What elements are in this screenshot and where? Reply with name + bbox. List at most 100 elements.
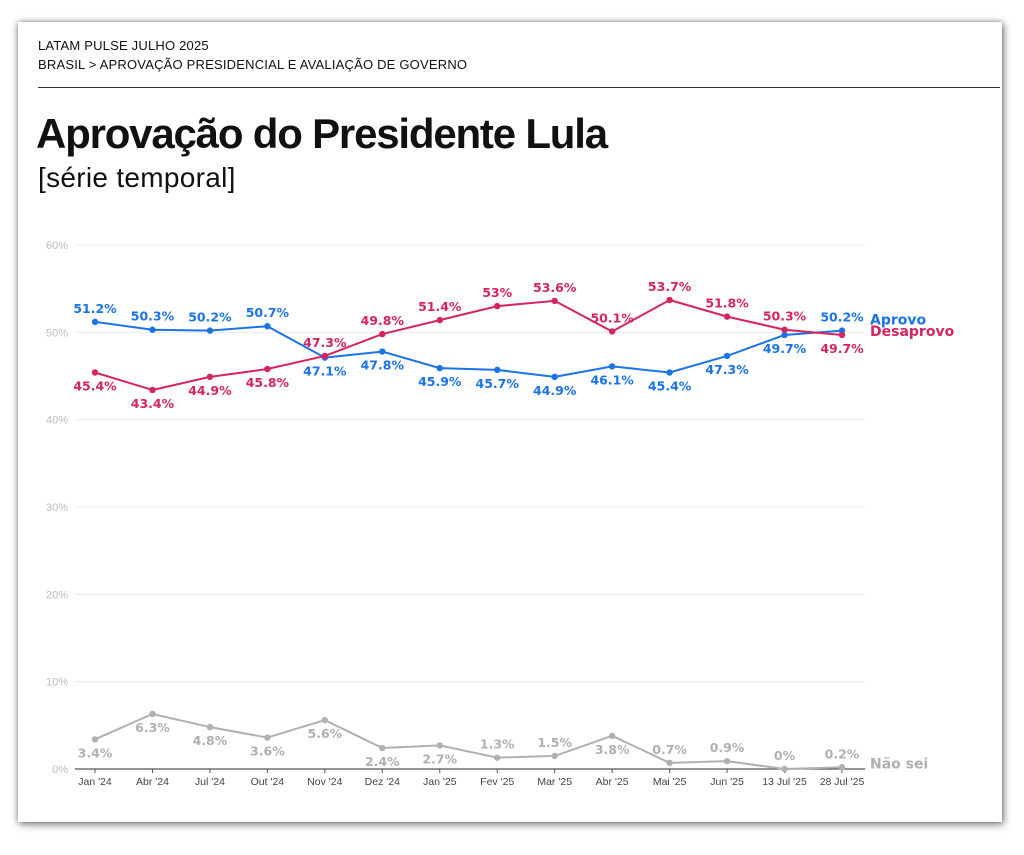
data-point-aprovo xyxy=(206,327,214,334)
data-point-aprovo xyxy=(91,318,99,326)
legend-nao-sei: Não sei xyxy=(870,756,928,772)
y-tick-label: 40% xyxy=(46,415,68,427)
data-label-nao-sei: 3.4% xyxy=(78,745,113,760)
legend-aprovo: Aprovo xyxy=(870,313,927,329)
data-label-desaprovo: 45.8% xyxy=(246,375,290,390)
data-point-aprovo xyxy=(379,348,386,355)
x-tick-label: 28 Jul '25 xyxy=(820,776,865,788)
data-label-desaprovo: 50.1% xyxy=(590,310,634,325)
x-tick-label: Jan '24 xyxy=(78,776,112,788)
data-label-aprovo: 51.2% xyxy=(73,301,117,316)
data-label-nao-sei: 0.2% xyxy=(825,746,860,761)
data-label-nao-sei: 6.3% xyxy=(135,720,170,735)
data-label-aprovo: 47.1% xyxy=(303,364,347,379)
data-point-desaprovo xyxy=(321,352,329,360)
data-label-nao-sei: 5.6% xyxy=(308,726,343,741)
report-card: LATAM PULSE JULHO 2025 BRASIL > APROVAÇÃ… xyxy=(18,22,1002,822)
data-label-aprovo: 50.2% xyxy=(188,310,232,325)
data-point-nao-sei xyxy=(264,734,271,741)
data-point-nao-sei xyxy=(149,710,156,718)
data-label-nao-sei: 0.7% xyxy=(652,742,687,757)
series-line-desaprovo xyxy=(94,299,843,391)
x-tick-label: Jun '25 xyxy=(710,776,744,788)
data-label-nao-sei: 4.8% xyxy=(193,733,228,748)
data-point-aprovo xyxy=(608,363,616,370)
data-label-aprovo: 49.7% xyxy=(763,341,807,356)
y-tick-label: 30% xyxy=(46,502,68,514)
data-label-desaprovo: 43.4% xyxy=(131,396,175,411)
data-point-nao-sei xyxy=(608,732,616,740)
data-label-desaprovo: 53.6% xyxy=(533,280,577,295)
data-point-desaprovo xyxy=(264,365,271,373)
data-point-desaprovo xyxy=(494,302,501,310)
y-tick-label: 0% xyxy=(52,764,68,776)
data-point-nao-sei xyxy=(494,754,501,761)
x-tick-label: Fev '25 xyxy=(480,776,514,788)
data-point-nao-sei xyxy=(666,759,673,767)
data-point-desaprovo xyxy=(149,386,156,394)
data-label-aprovo: 45.9% xyxy=(418,374,462,389)
x-tick-label: Mar '25 xyxy=(537,776,572,788)
data-point-aprovo xyxy=(436,364,443,372)
data-point-desaprovo xyxy=(436,316,443,324)
data-point-nao-sei xyxy=(321,716,329,724)
data-point-nao-sei xyxy=(379,744,386,752)
data-label-aprovo: 45.4% xyxy=(648,379,692,394)
data-point-nao-sei xyxy=(723,757,731,765)
header-divider xyxy=(38,87,1000,88)
data-label-aprovo: 50.7% xyxy=(246,305,290,320)
data-point-aprovo xyxy=(149,326,156,333)
data-point-desaprovo xyxy=(781,326,788,333)
data-label-desaprovo: 53% xyxy=(482,285,512,300)
chart-gridlines xyxy=(75,244,865,683)
data-label-nao-sei: 0.9% xyxy=(710,740,745,755)
x-tick-label: Nov '24 xyxy=(307,776,342,788)
x-tick-label: Dez '24 xyxy=(365,776,400,788)
legend-desaprovo: Desaprovo xyxy=(870,324,955,340)
data-label-desaprovo: 50.3% xyxy=(763,309,807,324)
y-tick-label: 50% xyxy=(46,327,68,339)
data-label-nao-sei: 0% xyxy=(774,748,796,763)
x-tick-label: Jul '24 xyxy=(195,776,225,788)
data-label-aprovo: 50.2% xyxy=(820,310,864,325)
x-tick-label: Mai '25 xyxy=(653,776,687,788)
data-label-desaprovo: 44.9% xyxy=(188,383,232,398)
data-point-nao-sei xyxy=(551,752,558,760)
data-labels: 51.2% 50.3% 50.2% 50.7% 47.1% 47.8% 45.9% 45.7%… xyxy=(73,279,864,769)
data-label-nao-sei: 1.3% xyxy=(480,737,515,752)
x-tick-label: Abr '24 xyxy=(136,776,169,788)
data-point-desaprovo xyxy=(379,330,386,338)
data-label-nao-sei: 2.4% xyxy=(365,754,400,769)
data-label-nao-sei: 2.7% xyxy=(422,751,457,766)
data-point-nao-sei xyxy=(838,764,846,771)
line-chart: 0% 10% 20% 30% 40% 50% 60% Jan '24 Abr '24 Jul '… xyxy=(46,240,955,788)
data-point-aprovo xyxy=(494,366,501,374)
x-tick-label: 13 Jul '25 xyxy=(762,776,807,788)
series-line-aprovo xyxy=(94,320,843,378)
data-point-desaprovo xyxy=(723,313,731,320)
data-label-aprovo: 45.7% xyxy=(476,376,520,391)
data-point-desaprovo xyxy=(551,297,558,305)
data-point-desaprovo xyxy=(91,369,99,376)
series-nao-sei xyxy=(91,710,846,773)
data-point-desaprovo xyxy=(608,328,616,335)
data-point-desaprovo xyxy=(206,373,214,381)
x-axis-ticks: Jan '24 Abr '24 Jul '24 Out '24 Nov '24 Dez '… xyxy=(78,769,864,788)
series-line-nao-sei xyxy=(94,712,843,770)
data-label-aprovo: 50.3% xyxy=(131,309,175,324)
data-point-nao-sei xyxy=(781,765,788,773)
x-tick-label: Out '24 xyxy=(251,776,285,788)
x-tick-label: Abr '25 xyxy=(596,776,629,788)
chart-title: Aprovação do Presidente Lula xyxy=(36,110,608,157)
data-label-nao-sei: 1.5% xyxy=(537,735,572,750)
data-point-aprovo xyxy=(666,369,673,376)
data-point-nao-sei xyxy=(206,723,214,731)
data-label-desaprovo: 45.4% xyxy=(73,379,117,394)
y-tick-label: 20% xyxy=(46,589,68,601)
chart-subtitle: [série temporal] xyxy=(38,162,236,193)
data-label-desaprovo: 53.7% xyxy=(648,279,692,294)
data-label-desaprovo: 49.7% xyxy=(820,341,864,356)
data-point-nao-sei xyxy=(91,736,99,743)
series-desaprovo xyxy=(91,296,846,394)
